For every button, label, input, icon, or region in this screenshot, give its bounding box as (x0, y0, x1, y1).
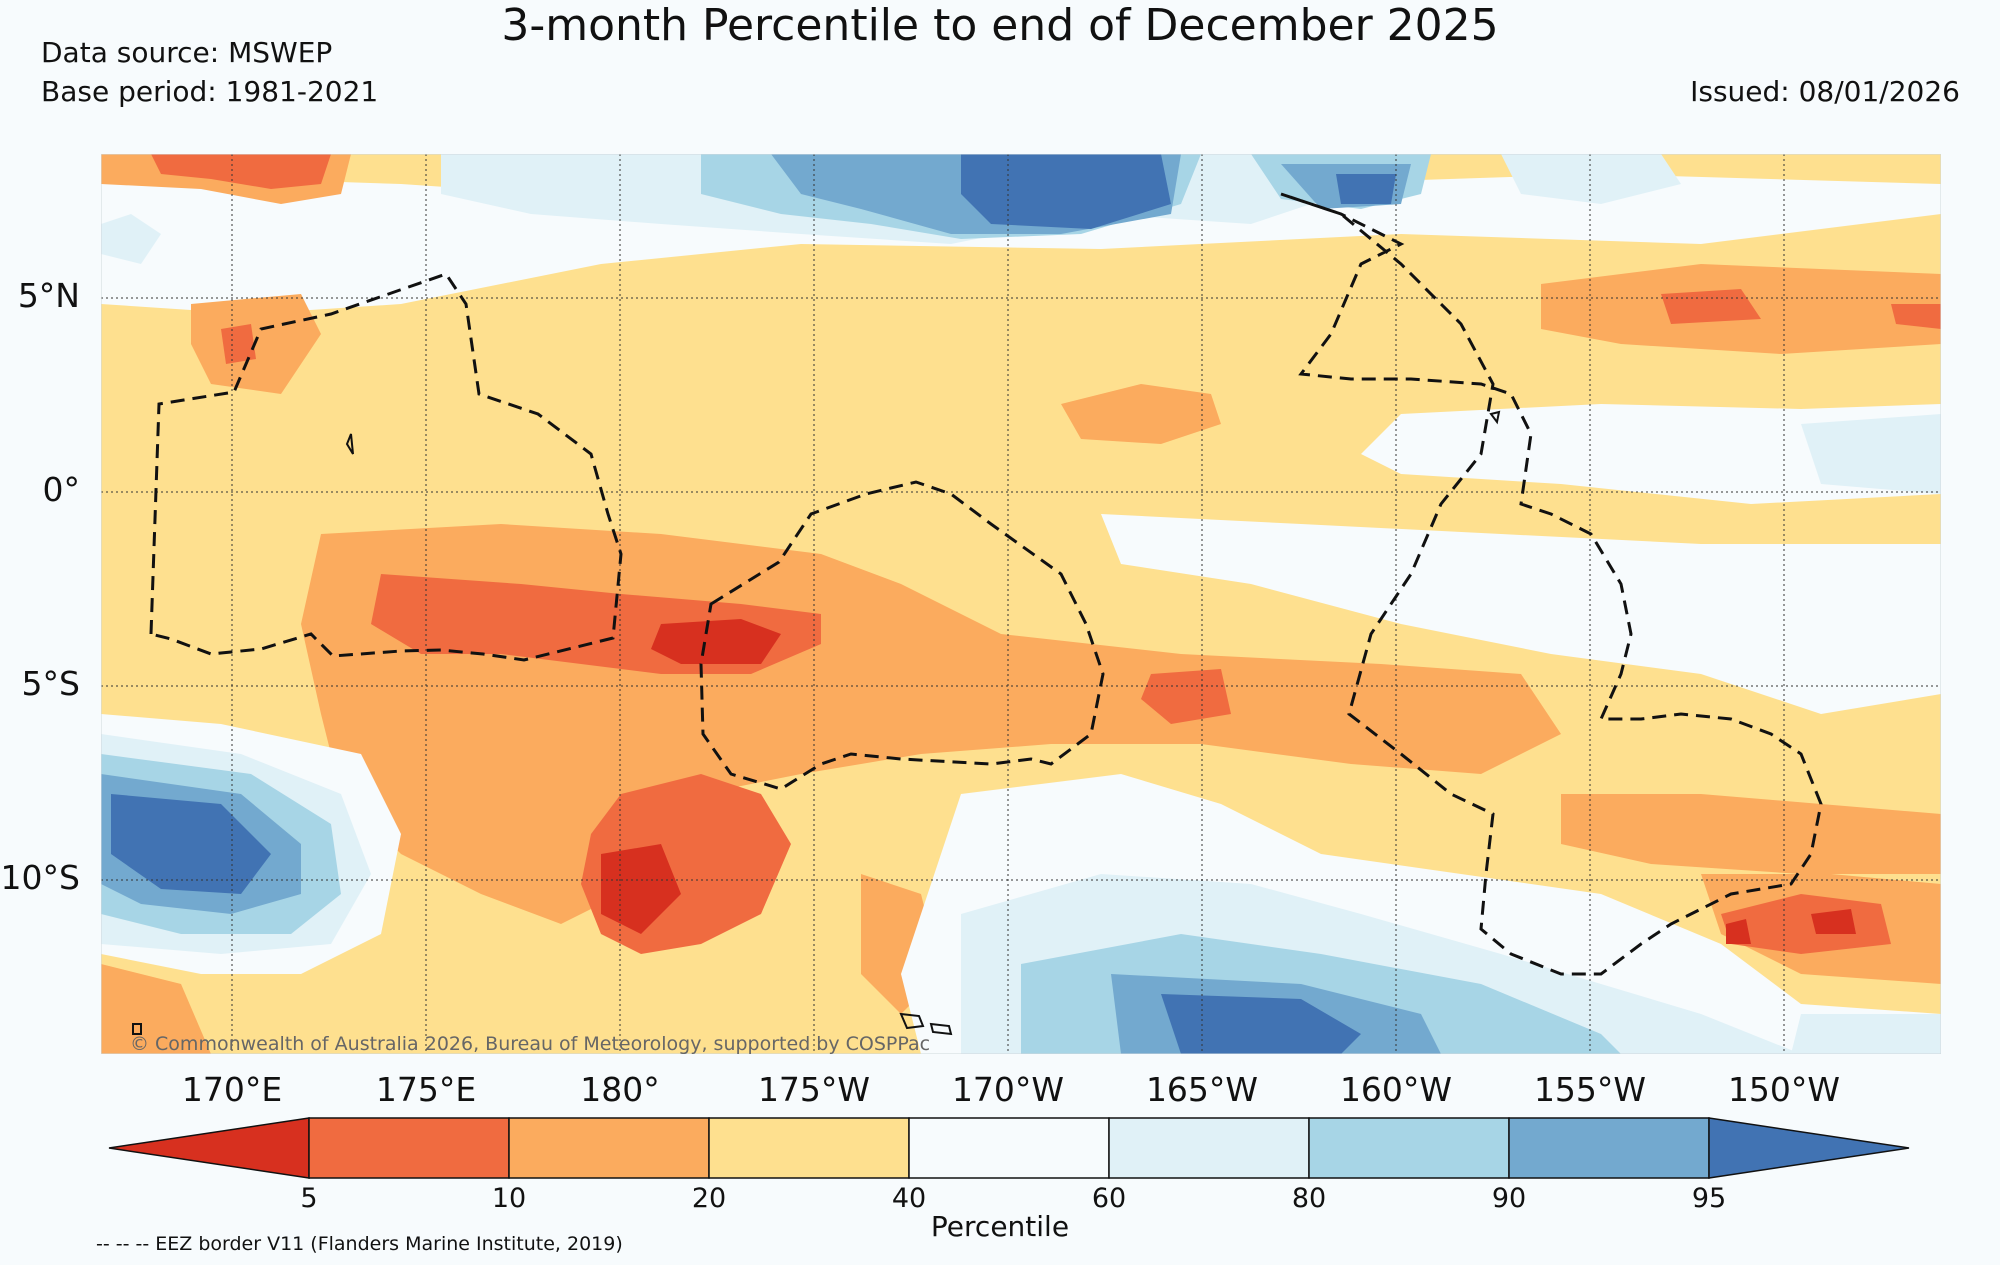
lat-label-5s: 5°S (21, 664, 80, 703)
copyright-notice: © Commonwealth of Australia 2026, Bureau… (130, 1033, 931, 1055)
colorbar-title: Percentile (930, 1210, 1070, 1243)
region-80-90 (1801, 414, 1941, 494)
colorbar-tick-80: 80 (1291, 1183, 1327, 1214)
percentile-colorbar (108, 1117, 1910, 1179)
island (899, 1012, 925, 1030)
colorbar-bin (508, 1117, 710, 1179)
lon-label-150w: 150°W (1727, 1070, 1841, 1109)
lon-label-180: 180° (580, 1070, 660, 1109)
region-5-10 (221, 324, 256, 364)
colorbar-bin (908, 1117, 1110, 1179)
lon-label-175w: 175°W (757, 1070, 871, 1109)
region-above-95 (1161, 994, 1361, 1054)
colorbar-extend-low (108, 1117, 310, 1179)
percentile-map (101, 154, 1941, 1054)
region-5-10 (1141, 669, 1231, 724)
region-40-60 (1361, 404, 1941, 504)
eez-border-kiribati-gilbert (149, 272, 623, 662)
eez-legend-note: -- -- -- EEZ border V11 (Flanders Marine… (96, 1233, 623, 1255)
colorbar-bin (308, 1117, 510, 1179)
lon-label-160w: 160°W (1339, 1070, 1453, 1109)
lon-label-175e: 175°E (375, 1070, 477, 1109)
region-5-10 (151, 154, 331, 189)
region-10-20 (101, 964, 211, 1054)
colorbar-bin (1508, 1117, 1710, 1179)
region-80-90 (101, 214, 161, 264)
lon-label-170e: 170°E (181, 1070, 283, 1109)
lat-label-5n: 5°N (17, 276, 80, 315)
island (929, 1022, 953, 1036)
region-below-5 (1726, 919, 1751, 944)
region-80-90 (1501, 154, 1681, 204)
colorbar-tick-95: 95 (1691, 1183, 1727, 1214)
colorbar-bin (1308, 1117, 1510, 1179)
region-below-5 (651, 619, 781, 664)
region-60-80 (1501, 574, 1941, 664)
region-below-5 (601, 844, 681, 934)
region-below-5 (1811, 909, 1856, 934)
eez-border-kiribati-line (1280, 192, 1823, 976)
region-40-60 (1101, 514, 1941, 714)
graticule (101, 154, 1941, 1054)
region-60-80 (1791, 1014, 1941, 1054)
island (1489, 410, 1501, 425)
colorbar-bin (1108, 1117, 1310, 1179)
data-source-label: Data source: MSWEP (41, 36, 333, 69)
region-5-10 (1721, 894, 1891, 954)
colorbar-tick-20: 20 (691, 1183, 727, 1214)
issued-date-label: Issued: 08/01/2026 (1690, 75, 1960, 108)
colorbar-extend-high (1708, 1117, 1910, 1179)
island-outlines (132, 410, 1501, 1036)
lon-label-165w: 165°W (1145, 1070, 1259, 1109)
island (345, 433, 354, 455)
region-above-95 (111, 794, 271, 894)
colorbar-tick-90: 90 (1491, 1183, 1527, 1214)
colorbar-tick-10: 10 (491, 1183, 527, 1214)
lat-label-0: 0° (42, 470, 81, 509)
region-5-10 (1891, 304, 1941, 329)
eez-border-kiribati-phoenix (699, 480, 1105, 791)
colorbar-bin (708, 1117, 910, 1179)
colorbar-tick-5: 5 (300, 1183, 318, 1214)
lon-label-170w: 170°W (951, 1070, 1065, 1109)
island (132, 1023, 142, 1035)
colorbar-tick-40: 40 (891, 1183, 927, 1214)
lon-label-155w: 155°W (1533, 1070, 1647, 1109)
eez-borders (149, 192, 1823, 976)
colorbar-tick-60: 60 (1091, 1183, 1127, 1214)
region-above-95 (961, 154, 1171, 229)
region-above-95 (1336, 174, 1396, 204)
map-title: 3-month Percentile to end of December 20… (501, 0, 1499, 51)
region-10-20 (1561, 794, 1941, 874)
base-period-label: Base period: 1981-2021 (41, 75, 379, 108)
lat-label-10s: 10°S (0, 858, 80, 897)
region-10-20 (1061, 384, 1221, 444)
